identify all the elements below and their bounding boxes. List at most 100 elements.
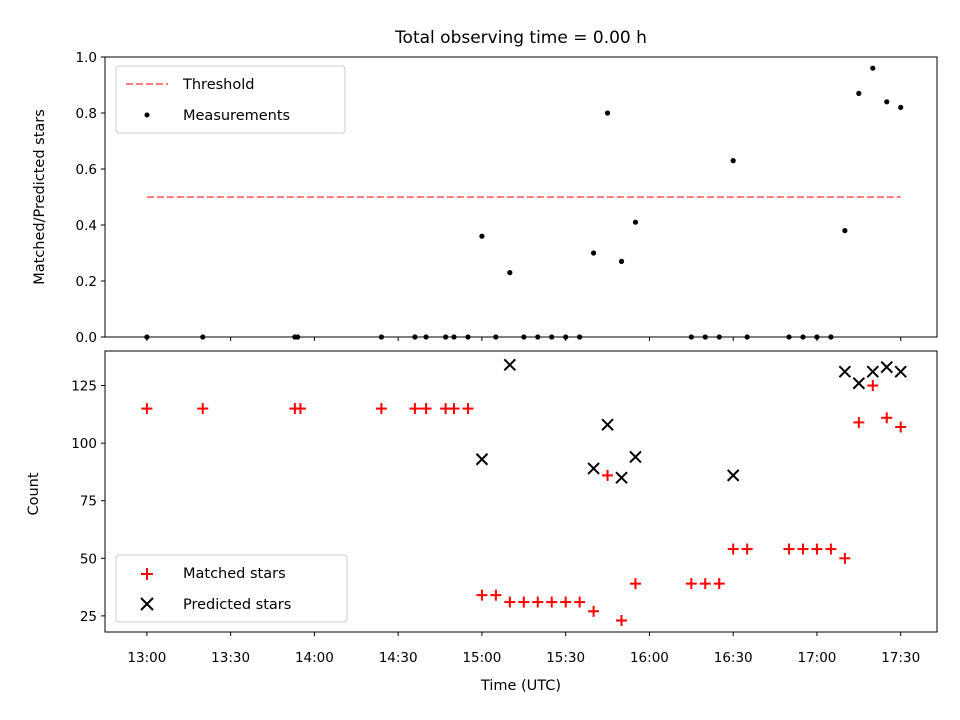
predicted-stars-point [629,450,642,464]
x-axis-label: Time (UTC) [480,678,561,694]
measurement-point [730,158,736,164]
matched-stars-point [881,412,893,424]
bottom-y-tick-label: 50 [80,551,97,567]
predicted-stars-point [503,358,517,372]
top-legend: Threshold Measurements [115,65,346,134]
bottom-x-axis: 13:00 13:30 14:00 14:30 15:00 15:30 16:00 16:30… [127,632,920,666]
bottom-y-axis: 25 50 75 100 125 [71,379,105,625]
measurement-point [842,228,848,234]
matched-stars-point [867,380,879,392]
matched-stars-point [713,578,725,590]
bottom-y-tick-label: 75 [80,494,97,510]
measurement-point [870,65,876,71]
predicted-stars-point [852,377,866,390]
predicted-stars-point [475,453,489,466]
x-tick-label: 13:30 [211,650,250,666]
matched-stars-point [462,403,474,415]
measurement-point [618,258,625,264]
top-x-ticks [146,337,902,341]
matched-stars-point [409,403,421,415]
legend-predicted-swatch [140,597,154,611]
matched-stars-point [699,578,711,590]
legend-matched-swatch [141,568,153,580]
predicted-stars-point [726,469,740,482]
matched-stars-point [560,596,572,608]
x-tick-label: 14:00 [295,650,334,666]
top-y-axis: 0.0 0.2 0.4 0.6 0.8 1.0 [76,50,105,346]
predicted-stars-point [615,471,628,484]
top-legend-box [115,65,346,134]
matched-stars-point [448,403,460,415]
matched-stars-point [476,589,488,601]
matched-stars-point [685,578,697,590]
matched-stars-point [546,596,558,608]
top-y-tick-label: 0.2 [76,274,97,290]
matched-stars-point [294,403,306,415]
matched-stars-point [504,596,516,608]
predicted-stars-point [838,365,852,378]
top-y-tick-label: 1.0 [76,50,97,66]
measurement-point [590,250,597,256]
matched-stars-point [420,403,432,415]
top-y-tick-label: 0.4 [76,218,97,234]
measurement-point [884,99,890,105]
matched-stars-point [811,543,823,555]
x-tick-label: 14:30 [379,650,418,666]
top-panel: Total observing time = 0.00 h 0.0 0.2 0.4 0… [32,28,938,346]
chart-title: Total observing time = 0.00 h [394,28,647,48]
bottom-y-tick-label: 25 [80,609,97,625]
x-tick-label: 15:00 [462,650,501,666]
matched-stars-point [895,421,907,433]
bottom-plot-area [141,358,907,626]
matched-stars-point [141,403,153,415]
measurement-point [632,219,639,225]
top-y-tick-label: 0.0 [76,330,97,346]
matched-stars-point [197,403,209,415]
matched-stars-point [574,596,586,608]
matched-stars-point [629,578,641,590]
matched-stars-point [727,543,739,555]
legend-matched-label: Matched stars [183,566,286,582]
measurement-point [898,104,904,110]
x-tick-label: 17:00 [797,650,836,666]
x-tick-label: 16:30 [714,650,753,666]
legend-measurements-label: Measurements [183,108,290,124]
matched-stars-point [588,605,600,617]
matched-stars-point [616,614,628,626]
matched-stars-point [602,469,614,481]
x-tick-label: 15:30 [546,650,585,666]
legend-predicted-label: Predicted stars [183,597,291,613]
matched-stars-point [741,543,753,555]
bottom-legend-box [115,554,348,623]
bottom-panel: 25 50 75 100 125 13:00 13:30 14:00 14:30 15:00 15… [26,350,938,694]
predicted-stars-point [587,462,600,475]
bottom-axes-frame [104,350,938,633]
matched-stars-point [375,403,387,415]
bottom-y-axis-label: Count [26,472,42,515]
top-y-tick-label: 0.6 [76,162,97,178]
top-y-axis-label: Matched/Predicted stars [32,109,48,285]
predicted-stars-point [894,365,907,378]
matched-stars-point [825,543,837,555]
predicted-stars-point [880,360,893,374]
matched-stars-point [853,416,865,428]
measurement-point [604,110,611,116]
x-tick-label: 16:00 [630,650,669,666]
legend-threshold-label: Threshold [182,77,254,93]
matched-stars-point [797,543,809,555]
measurement-point [856,90,862,96]
bottom-y-tick-label: 125 [71,379,97,395]
matched-stars-point [518,596,530,608]
x-tick-label: 17:30 [881,650,920,666]
matched-stars-point [839,552,851,564]
matched-stars-point [532,596,544,608]
measurement-point [479,233,485,239]
top-axes-frame [104,56,938,338]
predicted-stars-point [601,418,614,431]
bottom-y-tick-label: 100 [71,436,97,452]
x-tick-label: 13:00 [127,650,166,666]
legend-measurements-swatch [144,112,150,118]
matched-stars-point [783,543,795,555]
matched-stars-point [490,589,502,601]
